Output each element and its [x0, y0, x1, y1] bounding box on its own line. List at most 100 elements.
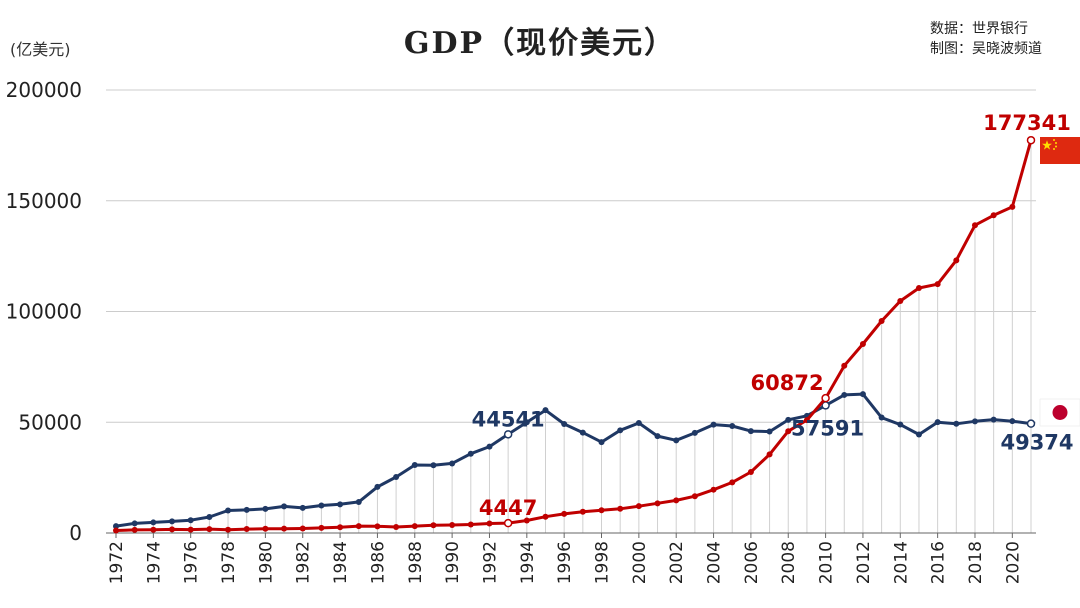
japan-data-point — [859, 391, 866, 398]
china-data-point — [281, 525, 288, 532]
x-tick-label: 2012 — [854, 541, 874, 584]
japan-series-line — [115, 392, 1032, 528]
china-data-point — [150, 526, 157, 533]
japan-value-label: 49374 — [1000, 431, 1073, 455]
china-data-point — [878, 318, 885, 325]
flags-layer — [1039, 137, 1080, 427]
china-data-point — [971, 222, 978, 229]
japan-data-point — [243, 506, 250, 513]
y-tick-label: 0 — [69, 521, 82, 545]
china-data-point — [337, 524, 344, 531]
china-value-label: 4447 — [479, 496, 537, 520]
x-tick-label: 2016 — [929, 541, 949, 584]
japan-data-point — [337, 501, 344, 508]
japan-data-point — [1009, 418, 1016, 425]
japan-data-point — [299, 504, 306, 511]
y-unit-label: (亿美元) — [10, 40, 71, 59]
japan-data-point — [542, 407, 549, 414]
china-data-point — [374, 523, 381, 530]
china-value-label: 177341 — [983, 111, 1071, 135]
china-flag-icon — [1040, 137, 1080, 164]
china-data-point — [542, 513, 549, 520]
japan-flag-icon — [1039, 398, 1080, 427]
china-data-point — [1026, 135, 1036, 145]
japan-data-point — [841, 391, 848, 398]
china-data-point — [169, 526, 176, 533]
china-data-point — [785, 428, 792, 435]
y-tick-label: 50000 — [18, 410, 82, 434]
china-data-point — [131, 526, 138, 533]
x-tick-label: 1990 — [443, 541, 463, 584]
china-data-point — [561, 510, 568, 517]
x-tick-label: 2010 — [817, 541, 837, 584]
japan-data-point — [579, 429, 586, 436]
grid-layer — [106, 89, 1036, 423]
x-tick-label: 2002 — [667, 541, 687, 584]
japan-data-point — [355, 498, 362, 505]
japan-data-point — [915, 431, 922, 438]
china-data-point — [262, 525, 269, 532]
japan-flag-sun — [1052, 405, 1068, 420]
credit-label: 制图：吴晓波频道 — [930, 41, 1042, 57]
china-data-point — [318, 524, 325, 531]
japan-data-point — [262, 505, 269, 512]
japan-data-point — [598, 439, 605, 446]
china-data-point — [598, 507, 605, 514]
japan-data-point — [990, 416, 997, 423]
japan-value-label: 57591 — [791, 416, 864, 440]
x-tick-label: 1992 — [480, 541, 500, 584]
china-data-point — [897, 297, 904, 304]
x-tick-label: 2000 — [630, 541, 650, 584]
y-tick-label: 200000 — [6, 78, 82, 102]
japan-data-point — [374, 483, 381, 490]
x-tick-label: 2018 — [966, 541, 986, 584]
japan-data-point — [710, 421, 717, 428]
china-data-point — [206, 526, 213, 533]
china-data-point — [953, 257, 960, 264]
japan-data-point — [897, 421, 904, 428]
axis-layer: 0 50000 100000 150000 200000 1972 1974 1976 1978… — [6, 78, 1036, 584]
x-tick-label: 1994 — [518, 541, 538, 584]
y-tick-label: 150000 — [6, 189, 82, 213]
japan-value-label: 44541 — [472, 407, 545, 431]
japan-data-point — [523, 419, 530, 426]
china-data-point — [635, 503, 642, 510]
china-data-point — [430, 522, 437, 529]
japan-data-point — [486, 443, 493, 450]
japan-data-point — [673, 437, 680, 444]
japan-data-point — [411, 461, 418, 468]
japan-data-point — [393, 473, 400, 480]
china-data-point — [299, 525, 306, 532]
china-data-point — [691, 493, 698, 500]
japan-data-point — [503, 430, 513, 439]
x-tick-label: 1980 — [256, 541, 276, 584]
china-data-point — [747, 469, 754, 476]
japan-data-point — [878, 414, 885, 421]
japan-data-point — [430, 462, 437, 469]
x-tick-label: 1972 — [107, 541, 127, 584]
x-tick-label: 1996 — [555, 541, 575, 584]
china-data-point — [803, 417, 810, 424]
japan-data-point — [169, 518, 176, 525]
x-tick-label: 1998 — [593, 541, 613, 584]
china-series-line — [115, 139, 1033, 532]
china-data-point — [729, 479, 736, 486]
china-data-point — [654, 500, 661, 507]
china-flag-big-star — [1042, 140, 1052, 150]
japan-data-point — [449, 460, 456, 467]
x-tick-label: 1988 — [406, 541, 426, 584]
china-data-point — [990, 212, 997, 219]
japan-data-point — [225, 507, 232, 514]
china-data-point — [859, 341, 866, 348]
japan-data-point — [953, 420, 960, 427]
china-data-point — [355, 523, 362, 530]
x-tick-label: 1984 — [331, 541, 351, 584]
china-flag-small-star — [1053, 148, 1055, 150]
x-tick-label: 2004 — [705, 541, 725, 584]
japan-data-point — [281, 503, 288, 510]
china-data-point — [766, 451, 773, 458]
china-data-point — [915, 284, 922, 291]
japan-data-point — [561, 420, 568, 427]
china-data-point — [225, 526, 232, 533]
